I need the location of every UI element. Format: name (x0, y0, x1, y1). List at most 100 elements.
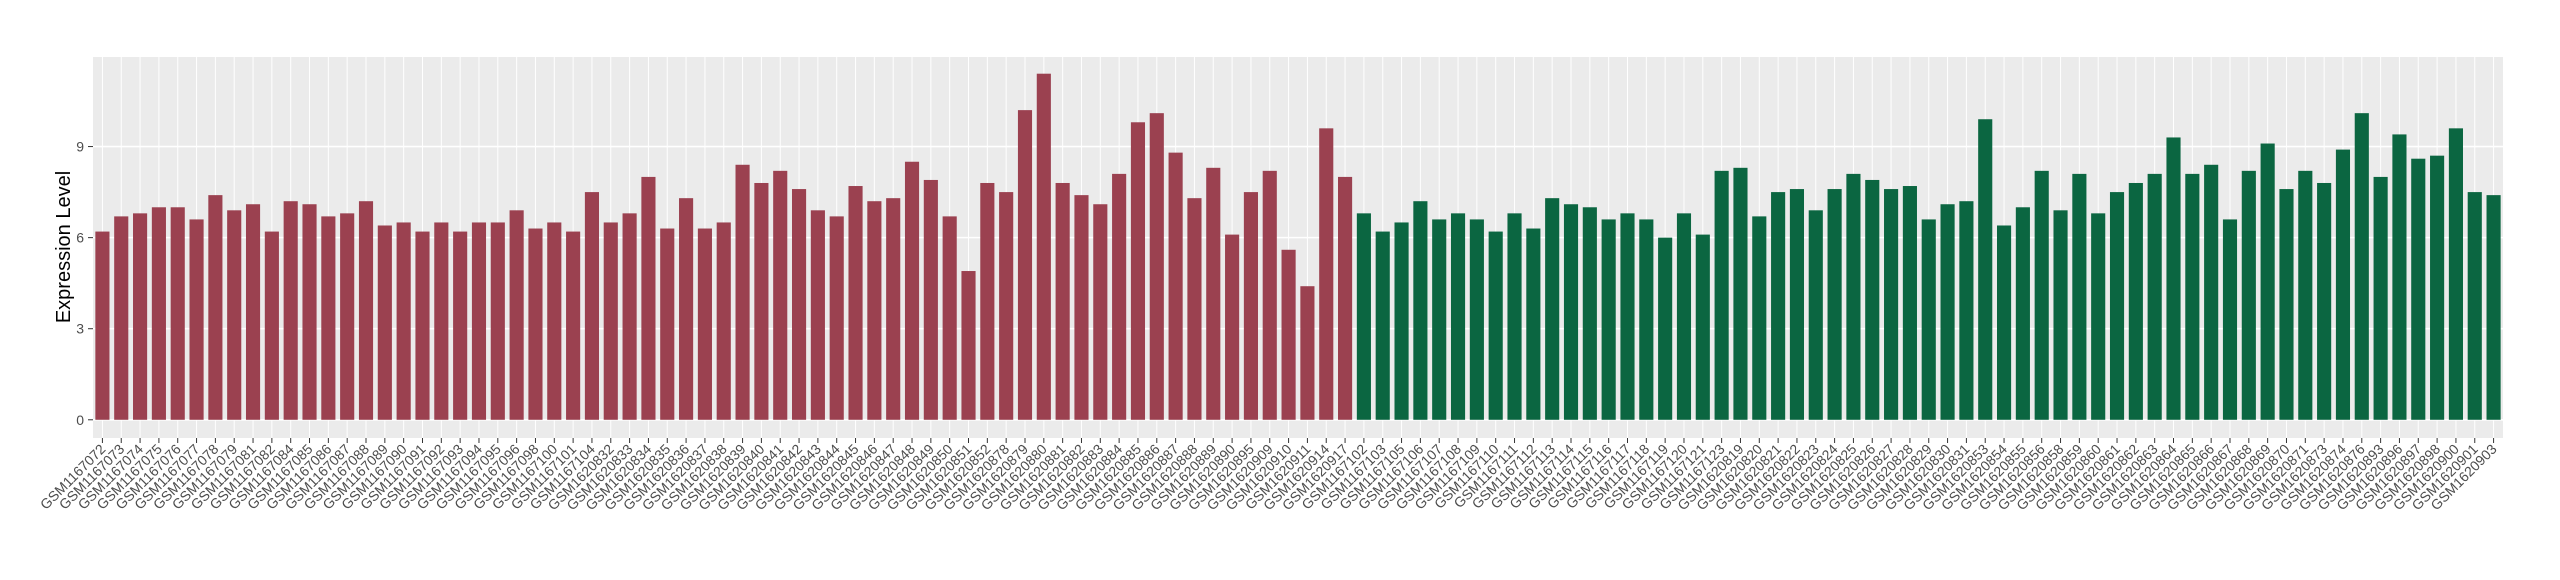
bar (1996, 225, 2012, 420)
bar (264, 231, 279, 420)
bar (396, 222, 411, 420)
bar (1884, 189, 1899, 420)
bar (622, 213, 637, 420)
bar (2467, 192, 2482, 420)
bar (1639, 219, 1654, 420)
bar (904, 161, 920, 420)
bar (1432, 219, 1447, 420)
bar (1394, 222, 1409, 420)
bar (1545, 198, 1560, 420)
bar (1074, 195, 1089, 420)
bar (471, 222, 487, 420)
bar (189, 219, 204, 420)
bar (283, 201, 298, 420)
bar (547, 222, 562, 420)
bar (735, 164, 750, 420)
bar (1714, 170, 1729, 420)
bar (377, 225, 392, 420)
bar (2486, 195, 2501, 420)
bar (697, 228, 712, 420)
bar (114, 216, 129, 420)
bar (302, 204, 317, 420)
bar (434, 222, 449, 420)
bar (2015, 207, 2030, 420)
bar (754, 182, 769, 420)
bar (227, 210, 242, 420)
bar (1450, 213, 1466, 420)
bar (170, 207, 185, 420)
bar (584, 192, 600, 420)
bar (999, 192, 1014, 420)
bar (358, 201, 374, 420)
bar (245, 204, 261, 420)
bar (1959, 201, 1974, 420)
bar (2298, 170, 2313, 420)
bar (1356, 213, 1371, 420)
bar (660, 228, 675, 420)
bar (2185, 173, 2200, 420)
bar (2279, 189, 2294, 420)
bar (2204, 164, 2219, 420)
bar (2072, 173, 2087, 420)
bar (1338, 176, 1353, 420)
bar (1526, 228, 1541, 420)
bar (923, 179, 938, 420)
bar (1902, 186, 1917, 420)
bar (2109, 192, 2125, 420)
bar (2147, 173, 2162, 420)
bar (2335, 149, 2351, 420)
bar (2166, 137, 2181, 420)
bar (1243, 192, 1258, 420)
bar (1488, 231, 1503, 420)
bar (133, 213, 148, 420)
bar (1225, 234, 1240, 420)
bar (2373, 176, 2388, 420)
bar (1676, 213, 1692, 420)
bar (1921, 219, 1936, 420)
bar (2128, 182, 2143, 420)
y-tick-label: 3 (76, 321, 84, 337)
bar (528, 228, 543, 420)
bar (1507, 213, 1522, 420)
bar (1149, 113, 1164, 420)
y-tick-label: 9 (76, 139, 84, 155)
bar (1752, 216, 1767, 420)
bar (791, 189, 807, 420)
bar (1093, 204, 1108, 420)
bar (1017, 110, 1033, 420)
bar (773, 170, 788, 420)
bar (1658, 237, 1673, 420)
bar (2430, 155, 2445, 420)
bar (2260, 143, 2275, 420)
bar (1940, 204, 1955, 420)
bar (980, 182, 995, 420)
y-tick-label: 0 (76, 412, 84, 428)
bar (1055, 182, 1070, 420)
bar (95, 231, 110, 420)
bar (1300, 286, 1315, 420)
bar (2392, 134, 2407, 420)
bar (1827, 189, 1842, 420)
bar (1808, 210, 1823, 420)
bar (1846, 173, 1861, 420)
bar (415, 231, 430, 420)
bar (1130, 122, 1146, 420)
bar (208, 195, 223, 420)
bar (1281, 249, 1296, 420)
bar (1978, 119, 1993, 420)
bar (810, 210, 825, 420)
bar (1733, 167, 1748, 420)
bar (2411, 158, 2426, 420)
bar (1601, 219, 1616, 420)
bar (321, 216, 336, 420)
bar (679, 198, 694, 420)
bar (2053, 210, 2068, 420)
bar (867, 201, 882, 420)
y-tick-label: 6 (76, 230, 84, 246)
bar (340, 213, 355, 420)
bar (151, 207, 166, 420)
bar (1262, 170, 1277, 420)
bar (1695, 234, 1710, 420)
bar (509, 210, 524, 420)
